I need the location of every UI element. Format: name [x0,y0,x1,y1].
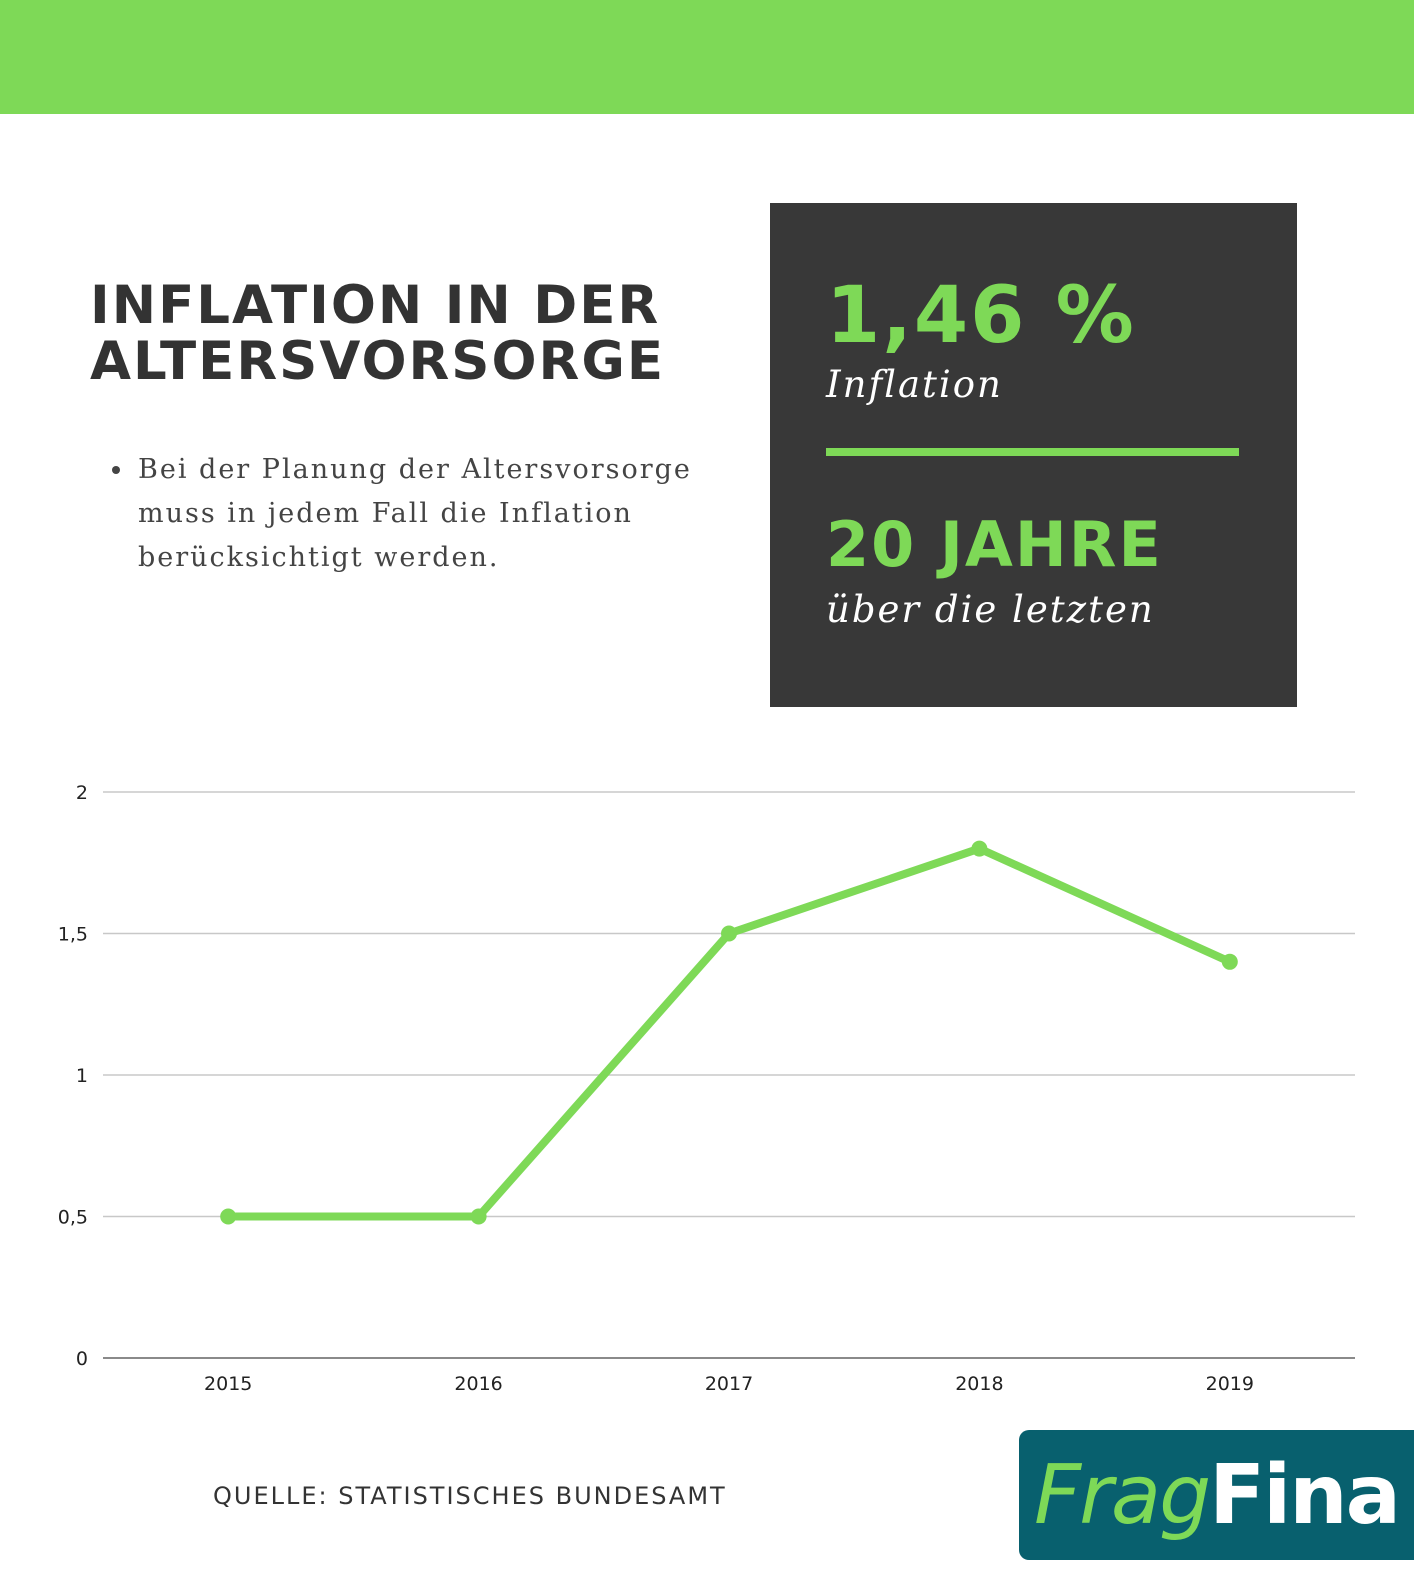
page-title: INFLATION IN DER ALTERSVORSORGE [90,278,750,390]
bullet-dot-icon [112,466,120,474]
title-line-1: INFLATION IN DER [90,275,661,336]
top-banner [0,0,1414,114]
stats-panel: 1,46 % Inflation 20 JAHRE über die letzt… [770,203,1297,707]
bullet-text: Bei der Planung der Altersvorsorge muss … [138,454,692,573]
stats-divider [826,448,1239,456]
x-tick-label: 2018 [955,1373,1003,1395]
inflation-line-chart: 0 0,5 1 1,5 2 2015 2016 2017 2018 2019 [58,782,1355,1395]
years-value: 20 JAHRE [826,508,1163,581]
data-point [220,1208,237,1225]
title-line-2: ALTERSVORSORGE [90,331,666,392]
data-point [470,1208,487,1225]
x-tick-label: 2017 [705,1373,753,1395]
logo-fina: Fina [1209,1447,1401,1543]
source-note: QUELLE: STATISTISCHES BUNDESAMT [213,1482,727,1510]
fragfina-logo: Frag Fina [1019,1430,1414,1560]
data-point [1221,953,1238,970]
series-line [224,844,1234,1221]
y-tick-label: 1 [76,1065,88,1087]
data-point [971,840,988,857]
y-tick-label: 1,5 [58,924,88,946]
bullet-list: Bei der Planung der Altersvorsorge muss … [108,448,708,580]
years-label: über die letzten [826,588,1155,631]
chart-x-ticks: 2015 2016 2017 2018 2019 [204,1373,1254,1395]
x-tick-label: 2019 [1206,1373,1254,1395]
chart-gridlines [103,791,1355,1359]
x-tick-label: 2016 [454,1373,502,1395]
logo-frag: Frag [1033,1447,1211,1543]
y-tick-label: 2 [76,782,88,804]
y-tick-label: 0,5 [58,1207,88,1229]
inflation-value: 1,46 % [826,271,1136,361]
chart-y-ticks: 0 0,5 1 1,5 2 [58,782,88,1370]
inflation-label: Inflation [826,363,1003,406]
y-tick-label: 0 [76,1348,88,1370]
bullet-item: Bei der Planung der Altersvorsorge muss … [108,448,708,580]
data-point [721,925,737,942]
chart-data-points [220,840,1238,1225]
x-tick-label: 2015 [204,1373,252,1395]
